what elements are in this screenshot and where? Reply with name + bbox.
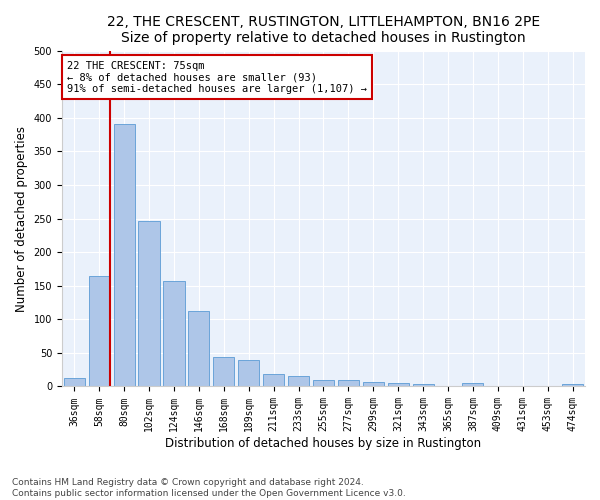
Bar [89,276,110,386]
Bar [562,384,583,386]
Bar [163,281,185,386]
Bar [139,220,160,386]
X-axis label: Distribution of detached houses by size in Rustington: Distribution of detached houses by size … [166,437,482,450]
Bar [313,380,334,386]
Bar [388,383,409,386]
Bar [64,378,85,386]
Bar [362,382,384,386]
Bar [413,384,434,386]
Text: Contains HM Land Registry data © Crown copyright and database right 2024.
Contai: Contains HM Land Registry data © Crown c… [12,478,406,498]
Bar [238,360,259,386]
Text: 22 THE CRESCENT: 75sqm
← 8% of detached houses are smaller (93)
91% of semi-deta: 22 THE CRESCENT: 75sqm ← 8% of detached … [67,60,367,94]
Bar [288,376,309,386]
Y-axis label: Number of detached properties: Number of detached properties [15,126,28,312]
Bar [338,380,359,386]
Title: 22, THE CRESCENT, RUSTINGTON, LITTLEHAMPTON, BN16 2PE
Size of property relative : 22, THE CRESCENT, RUSTINGTON, LITTLEHAMP… [107,15,540,45]
Bar [263,374,284,386]
Bar [463,383,484,386]
Bar [213,357,235,386]
Bar [113,124,135,386]
Bar [188,310,209,386]
